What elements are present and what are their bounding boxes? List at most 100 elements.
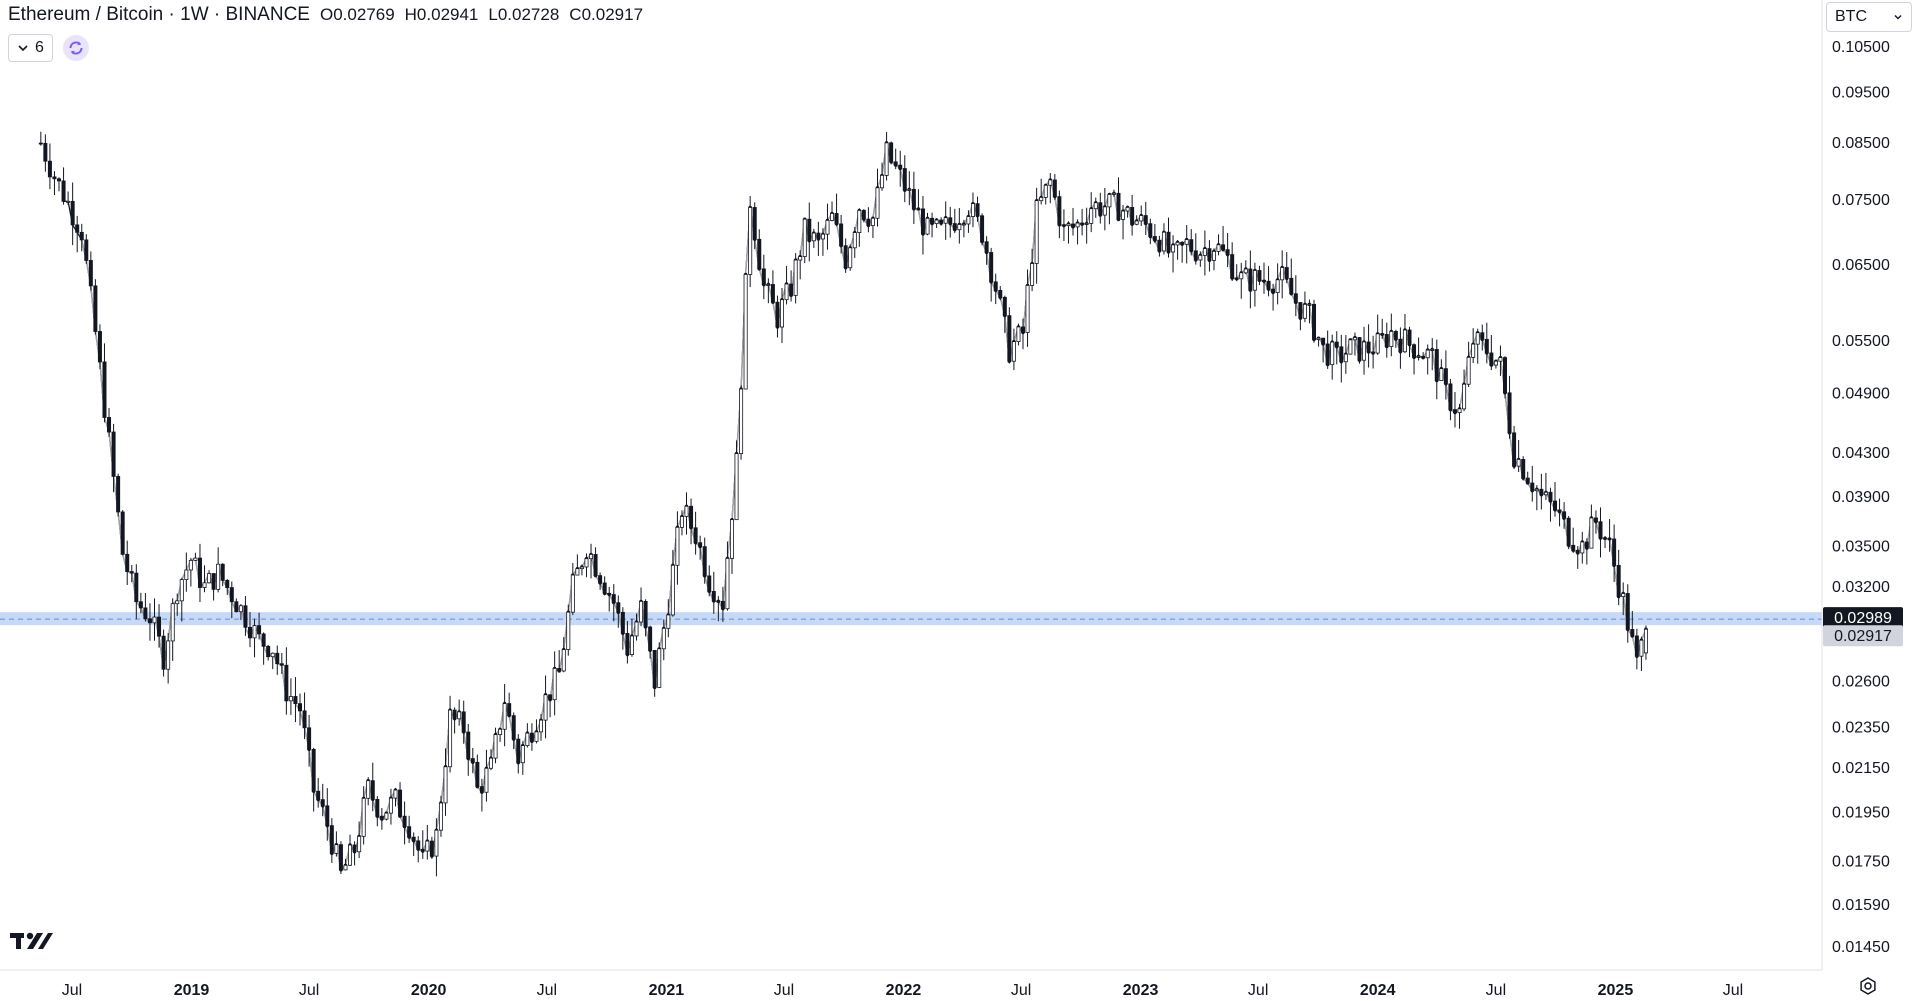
candle-body: [834, 213, 839, 225]
candle-body: [807, 218, 812, 242]
candle-body: [329, 825, 334, 854]
candle-body: [284, 664, 289, 702]
candle-body: [984, 241, 989, 253]
candle-body: [1325, 343, 1330, 366]
candle-body: [557, 668, 562, 672]
candle-body: [407, 826, 412, 838]
candle-body: [1052, 179, 1057, 198]
candle-body: [325, 805, 330, 827]
ohlc-values: O0.02769 H0.02941 L0.02728 C0.02917: [320, 5, 643, 25]
candle-body: [602, 582, 607, 594]
candle-body: [839, 223, 844, 247]
candle-body: [1412, 344, 1417, 358]
candle-body: [1080, 222, 1085, 225]
candle-body: [1393, 331, 1398, 340]
candle-body: [461, 711, 466, 733]
time-tick-label: Jul: [1248, 982, 1268, 999]
candle-body: [1093, 202, 1098, 210]
candle-body: [1498, 357, 1503, 362]
candle-body: [975, 203, 980, 217]
indicators-toggle-button[interactable]: 6: [8, 34, 53, 62]
candle-body: [848, 247, 853, 269]
candle-body: [279, 663, 284, 666]
candle-body: [220, 563, 225, 581]
candle-body: [1639, 639, 1644, 657]
candle-body: [402, 815, 407, 828]
candle-body: [748, 207, 753, 275]
candle-body: [1248, 268, 1253, 291]
time-tick-label: Jul: [774, 982, 794, 999]
candle-body: [420, 848, 425, 852]
candle-body: [993, 281, 998, 291]
candle-body: [1293, 293, 1298, 303]
candle-body: [1302, 303, 1307, 319]
price-tick-label: 0.10500: [1832, 39, 1890, 56]
candle-body: [1271, 288, 1276, 293]
candle-body: [1016, 326, 1021, 343]
candle-body: [1034, 200, 1039, 264]
candle-body: [629, 635, 634, 655]
candle-body: [561, 649, 566, 672]
candle-body: [925, 217, 930, 235]
candle-body: [1434, 349, 1439, 381]
candle-body: [179, 579, 184, 602]
candle-body: [484, 767, 489, 793]
candle-body: [857, 210, 862, 233]
candle-body: [1171, 244, 1176, 253]
candle-body: [75, 224, 80, 233]
candle-body: [611, 594, 616, 604]
candle-body: [952, 223, 957, 231]
candle-body: [170, 603, 175, 642]
symbol-title[interactable]: Ethereum / Bitcoin · 1W · BINANCE: [8, 4, 310, 25]
settings-icon[interactable]: [1858, 976, 1878, 996]
chart-header: Ethereum / Bitcoin · 1W · BINANCE O0.027…: [8, 4, 643, 26]
candle-body: [943, 217, 948, 224]
candle-body: [479, 786, 484, 793]
refresh-button[interactable]: [62, 35, 89, 61]
candle-body: [529, 732, 534, 742]
candle-body: [898, 164, 903, 169]
candle-body: [125, 553, 130, 572]
candle-body: [1266, 280, 1271, 290]
time-tick-label: Jul: [62, 982, 82, 999]
price-tick-label: 0.02600: [1832, 674, 1890, 691]
candle-body: [493, 734, 498, 759]
candle-body: [1307, 303, 1312, 306]
price-tick-label: 0.08500: [1832, 135, 1890, 152]
candle-body: [1489, 352, 1494, 366]
candle-body: [1512, 432, 1517, 467]
price-tick-label: 0.02350: [1832, 720, 1890, 737]
candle-body: [570, 574, 575, 613]
candle-body: [707, 575, 712, 592]
candle-body: [1193, 250, 1198, 261]
candle-body: [1630, 629, 1635, 637]
candle-body: [197, 557, 202, 588]
candle-body: [1375, 333, 1380, 354]
currency-select[interactable]: BTC: [1826, 2, 1912, 32]
candle-body: [1421, 355, 1426, 359]
candle-body: [266, 645, 271, 658]
candle-body: [348, 844, 353, 866]
candle-body: [1521, 459, 1526, 479]
candlestick-series: [38, 131, 1648, 877]
candle-body: [457, 711, 462, 720]
candle-body: [1557, 509, 1562, 513]
candle-body: [1402, 329, 1407, 353]
candle-body: [884, 142, 889, 176]
candle-body: [675, 526, 680, 566]
candle-body: [666, 614, 671, 629]
candle-body: [652, 649, 657, 688]
candle-body: [761, 268, 766, 286]
candle-body: [657, 648, 662, 688]
candle-body: [111, 431, 116, 477]
candle-body: [775, 301, 780, 328]
candle-body: [1316, 337, 1321, 340]
candle-body: [1121, 210, 1126, 220]
candle-body: [916, 208, 921, 211]
candle-body: [502, 703, 507, 730]
candle-body: [1125, 207, 1130, 212]
candle-body: [1366, 341, 1371, 353]
candle-body: [1593, 517, 1598, 523]
candle-body: [1084, 222, 1089, 225]
